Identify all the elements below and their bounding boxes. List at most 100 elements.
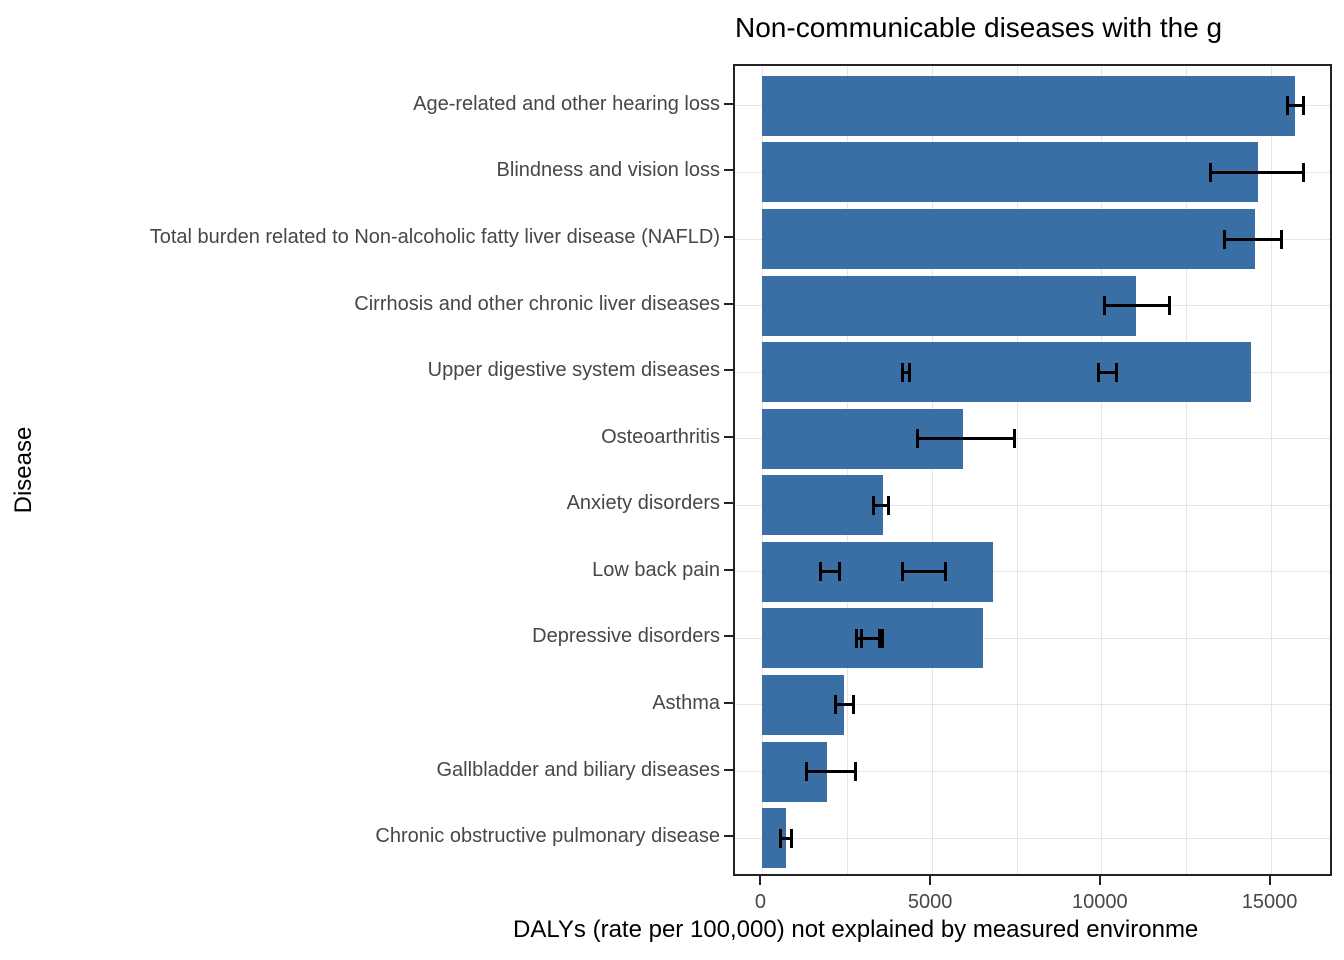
y-axis-tick-label: Chronic obstructive pulmonary disease bbox=[375, 825, 720, 848]
bar bbox=[762, 475, 883, 536]
gridline-vertical bbox=[761, 66, 763, 874]
gridline-vertical bbox=[1016, 66, 1018, 874]
bar bbox=[762, 75, 1296, 136]
gridline-vertical bbox=[1101, 66, 1103, 874]
gridline-horizontal bbox=[735, 704, 1330, 706]
y-axis-tick bbox=[724, 102, 733, 105]
bar bbox=[762, 342, 1252, 403]
error-bar-cap-right bbox=[851, 695, 855, 715]
error-bar-cap-left bbox=[915, 429, 919, 449]
error-bar-line bbox=[1210, 170, 1304, 174]
gridline-vertical bbox=[1271, 66, 1273, 874]
y-axis-tick bbox=[724, 169, 733, 172]
x-axis-tick-label: 0 bbox=[754, 891, 767, 913]
x-axis-tick bbox=[1098, 876, 1101, 885]
error-bar-cap-left bbox=[859, 628, 863, 648]
error-bar-cap-right bbox=[1013, 429, 1017, 449]
y-axis-tick-label: Gallbladder and biliary diseases bbox=[436, 758, 721, 781]
x-axis-tick-label: 5000 bbox=[907, 891, 953, 913]
error-bar-line bbox=[1224, 237, 1282, 241]
bar bbox=[762, 142, 1258, 203]
y-axis-tick bbox=[724, 502, 733, 505]
error-bar-cap-left bbox=[854, 628, 858, 648]
y-axis-tick-label: Low back pain bbox=[592, 558, 720, 581]
y-axis-tick bbox=[724, 302, 733, 305]
error-bar-line bbox=[1103, 304, 1170, 308]
bar bbox=[762, 674, 844, 735]
x-axis-title: DALYs (rate per 100,000) not explained b… bbox=[513, 916, 1199, 943]
y-axis-tick-label: Age-related and other hearing loss bbox=[413, 92, 720, 115]
bar bbox=[762, 209, 1255, 270]
error-bar-cap-left bbox=[779, 828, 783, 848]
error-bar-cap-left bbox=[900, 362, 904, 382]
y-axis-tick-label: Blindness and vision loss bbox=[496, 159, 720, 182]
error-bar-cap-left bbox=[871, 495, 875, 515]
y-axis-tick bbox=[724, 701, 733, 704]
y-axis-tick-label: Total burden related to Non-alcoholic fa… bbox=[149, 226, 720, 249]
y-axis-tick bbox=[724, 435, 733, 438]
bar bbox=[762, 541, 994, 602]
plot-panel bbox=[733, 64, 1332, 876]
gridline-horizontal bbox=[735, 771, 1330, 773]
bar bbox=[762, 275, 1136, 336]
y-axis-tick-label: Upper digestive system diseases bbox=[427, 359, 720, 382]
gridline-horizontal bbox=[735, 438, 1330, 440]
error-bar-cap-right bbox=[838, 562, 842, 582]
y-axis-tick-label: Depressive disorders bbox=[532, 625, 720, 648]
error-bar-cap-right bbox=[1301, 162, 1305, 182]
error-bar-cap-left bbox=[1102, 296, 1106, 316]
gridline-horizontal bbox=[735, 571, 1330, 573]
error-bar-cap-right bbox=[854, 762, 858, 782]
error-bar-cap-right bbox=[908, 362, 912, 382]
chart-title: Non-communicable diseases with the g bbox=[735, 12, 1223, 43]
y-axis-tick bbox=[724, 768, 733, 771]
error-bar-cap-left bbox=[805, 762, 809, 782]
gridline-horizontal bbox=[735, 504, 1330, 506]
y-axis-tick bbox=[724, 835, 733, 838]
y-axis-tick-label: Anxiety disorders bbox=[566, 492, 720, 515]
error-bar-cap-left bbox=[1097, 362, 1101, 382]
error-bar-cap-right bbox=[1301, 96, 1305, 116]
y-axis-tick-label: Osteoarthritis bbox=[601, 425, 720, 448]
error-bar-cap-right bbox=[943, 562, 947, 582]
error-bar-cap-right bbox=[789, 828, 793, 848]
error-bar-line bbox=[916, 437, 1016, 441]
y-axis-tick bbox=[724, 635, 733, 638]
x-axis-tick-label: 10000 bbox=[1072, 891, 1128, 913]
y-axis-tick bbox=[724, 568, 733, 571]
y-axis-tick-label: Asthma bbox=[652, 691, 720, 714]
error-bar-line bbox=[835, 703, 854, 707]
gridline-vertical bbox=[846, 66, 848, 874]
gridline-horizontal bbox=[735, 837, 1330, 839]
error-bar-cap-right bbox=[1115, 362, 1119, 382]
error-bar-cap-left bbox=[834, 695, 838, 715]
error-bar-cap-right bbox=[880, 628, 884, 648]
gridline-horizontal bbox=[735, 637, 1330, 639]
error-bar-cap-right bbox=[1167, 296, 1171, 316]
error-bar-cap-left bbox=[1209, 162, 1213, 182]
error-bar-cap-left bbox=[1285, 96, 1289, 116]
error-bar-line bbox=[1286, 104, 1304, 108]
error-bar-cap-right bbox=[887, 495, 891, 515]
x-axis-tick bbox=[1268, 876, 1271, 885]
error-bar-cap-left bbox=[900, 562, 904, 582]
error-bar-line bbox=[901, 370, 911, 374]
error-bar-line bbox=[820, 570, 841, 574]
error-bar-cap-left bbox=[1223, 229, 1226, 249]
y-axis-tick bbox=[724, 236, 733, 239]
error-bar-line bbox=[860, 636, 883, 640]
error-bar-line bbox=[1098, 370, 1118, 374]
x-axis-tick-label: 15000 bbox=[1241, 891, 1298, 913]
x-axis-tick bbox=[929, 876, 932, 885]
error-bar-cap-right bbox=[1279, 229, 1283, 249]
bar bbox=[762, 808, 787, 869]
error-bar-line bbox=[901, 570, 946, 574]
gridline-vertical bbox=[1186, 66, 1188, 874]
error-bar-cap-left bbox=[819, 562, 823, 582]
gridline-vertical bbox=[931, 66, 933, 874]
y-axis-tick-label: Cirrhosis and other chronic liver diseas… bbox=[354, 292, 720, 315]
error-bar-line bbox=[780, 836, 792, 840]
error-bar-line bbox=[806, 770, 857, 774]
x-axis-tick bbox=[759, 876, 762, 885]
